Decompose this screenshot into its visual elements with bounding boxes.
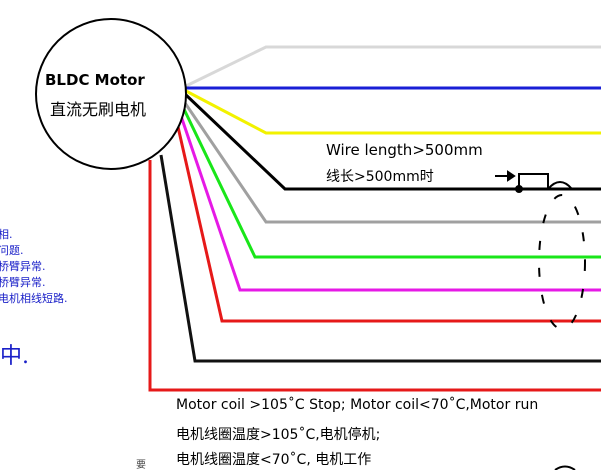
wire-black-switch [184, 93, 601, 191]
wire-white [185, 45, 601, 88]
note-line-4: 桥臂异常. [0, 276, 46, 289]
wire-magenta [177, 109, 601, 292]
thermal-switch-symbol [495, 170, 573, 193]
note-line-1: 相. [0, 228, 13, 241]
note-line-5: 电机相线短路. [0, 292, 68, 305]
motor-title-en: BLDC Motor [45, 71, 145, 89]
wire-yellow [185, 89, 601, 135]
wire-red-outer [148, 160, 601, 392]
motor-wires [148, 45, 601, 392]
note-line-3: 桥臂异常. [0, 260, 46, 273]
wire-gray [181, 99, 601, 224]
large-note-char: 中. [0, 344, 29, 369]
motor-circle [35, 18, 187, 170]
stamp-char: 要 [136, 460, 146, 471]
wire-length-label-cn: 线长>500mm时 [326, 169, 434, 185]
footer-line-en: Motor coil >105˚C Stop; Motor coil<70˚C,… [176, 397, 539, 413]
motor-title-cn: 直流无刷电机 [50, 100, 147, 119]
wire-length-label-en: Wire length>500mm [326, 141, 483, 159]
corner-arc [554, 465, 576, 470]
dashed-group-ellipse [538, 194, 586, 330]
note-line-2: 问题. [0, 244, 24, 257]
wire-red [174, 117, 601, 323]
wire-black [159, 154, 601, 363]
footer-line-cn-2: 电机线圈温度<70˚C, 电机工作 [176, 452, 372, 468]
footer-line-cn-1: 电机线圈温度>105˚C,电机停机; [176, 427, 381, 443]
wire-green [180, 104, 601, 259]
